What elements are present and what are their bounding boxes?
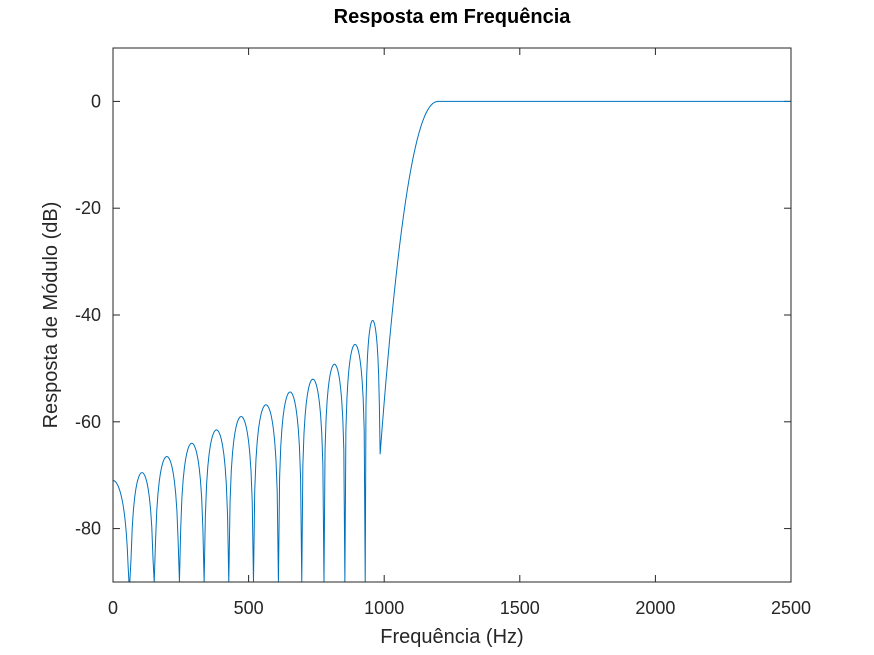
y-tick-label: -60 (75, 412, 101, 432)
axis-ticks: 0 500 1000 1500 2000 2500 0 -20 -40 -60 -80 (75, 48, 811, 618)
y-axis-label: Resposta de Módulo (dB) (40, 202, 62, 429)
x-tick-label: 1000 (364, 598, 404, 618)
y-tick-label: -40 (75, 305, 101, 325)
x-tick-label: 2500 (771, 598, 811, 618)
x-axis-label: Frequência (Hz) (380, 626, 523, 648)
x-tick-label: 2000 (635, 598, 675, 618)
chart-title: Resposta em Frequência (334, 6, 572, 28)
y-tick-label: -80 (75, 519, 101, 539)
plot-frame (112, 47, 792, 583)
x-tick-label: 0 (108, 598, 118, 618)
x-tick-label: 500 (234, 598, 264, 618)
y-tick-label: 0 (91, 91, 101, 111)
y-tick-label: -20 (75, 198, 101, 218)
magnitude-response-line (112, 100, 791, 583)
plot-area-background (113, 48, 791, 582)
x-tick-label: 1500 (500, 598, 540, 618)
